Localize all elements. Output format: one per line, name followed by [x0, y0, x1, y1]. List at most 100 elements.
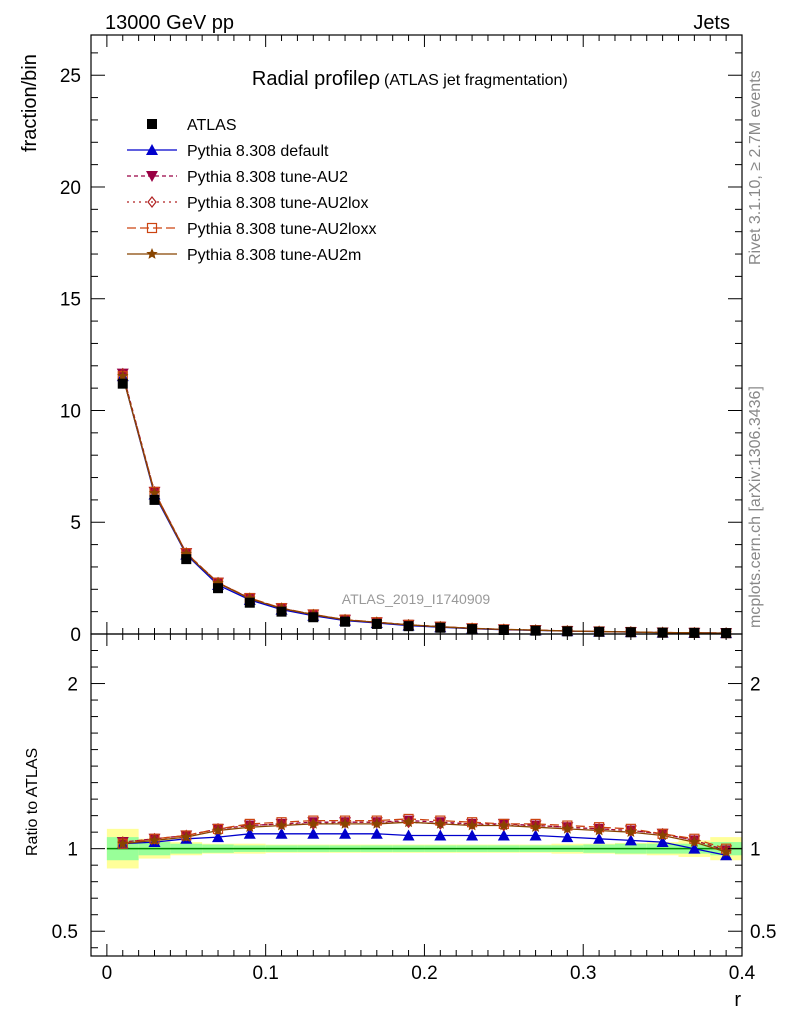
ratio-panel-frame: [90, 633, 743, 957]
legend-label-1: Pythia 8.308 default: [187, 143, 329, 160]
x-tick-label: 0.4: [729, 963, 756, 984]
legend-marker-0: [147, 119, 157, 129]
ratio-tick-label-left: 2: [67, 675, 78, 696]
legend-marker-2: [146, 171, 158, 182]
ratio-point-0: [402, 829, 415, 841]
y-tick-label: 0: [70, 625, 81, 646]
ratio-point-4: [148, 834, 161, 846]
ratio-point-2: [467, 817, 477, 830]
y-tick-label: 15: [60, 290, 81, 311]
ratio-point-0: [212, 831, 225, 843]
ratio-tick-label-left: 0.5: [52, 922, 78, 943]
ratio-point-4: [244, 821, 256, 833]
data-point: [435, 622, 446, 633]
plot-subtitle: (ATLAS jet fragmentation): [384, 72, 568, 89]
ratio-line-4: [122, 821, 727, 853]
legend-label-4: Pythia 8.308 tune-AU2loxx: [187, 221, 376, 238]
legend-marker-3: [147, 196, 157, 208]
ratio-point-4: [402, 816, 415, 828]
data-point: [244, 597, 255, 608]
ratio-line-2: [122, 821, 727, 851]
ratio-point-2: [626, 824, 636, 837]
ratio-tick-label-right: 1: [750, 840, 761, 861]
ratio-point-0: [275, 827, 288, 839]
ratio-point-0: [593, 832, 606, 844]
legend-label-0: ATLAS: [187, 117, 237, 134]
ratio-point-2: [594, 822, 604, 835]
ratio-point-0: [307, 827, 320, 839]
ratio-point-0: [497, 829, 510, 841]
ratio-point-4: [625, 826, 637, 838]
series-point-4: [117, 370, 129, 382]
ratio-point-4: [371, 817, 383, 829]
ratio-point-4: [561, 822, 574, 834]
ratio-point-4: [339, 817, 351, 829]
ratio-point-4: [720, 845, 732, 857]
ratio-point-0: [339, 827, 352, 839]
ratio-point-4: [275, 819, 288, 831]
ratio-point-4: [529, 821, 542, 833]
ratio-point-0: [370, 827, 383, 839]
ratio-point-2: [117, 836, 128, 849]
legend-marker-4: [146, 222, 158, 234]
ratio-point-4: [498, 819, 510, 831]
ratio-point-0: [656, 836, 669, 848]
data-point: [213, 583, 224, 594]
data-point: [149, 494, 160, 505]
ratio-point-4: [688, 836, 701, 847]
data-point: [181, 554, 192, 565]
ratio-point-2: [530, 819, 541, 832]
ratio-point-2: [245, 819, 255, 832]
ratio-point-4: [466, 819, 478, 831]
y-tick-label: 20: [60, 178, 81, 199]
ratio-point-0: [529, 829, 542, 841]
rivet-version-label: Rivet 3.1.10, ≥ 2.7M events: [747, 70, 764, 265]
data-point: [403, 621, 414, 632]
ratio-point-2: [689, 834, 700, 847]
ratio-point-0: [243, 827, 256, 839]
analysis-watermark: ATLAS_2019_I1740909: [342, 591, 491, 607]
ratio-point-4: [593, 824, 605, 836]
legend-label-2: Pythia 8.308 tune-AU2: [187, 169, 348, 186]
x-tick-label: 0.1: [252, 963, 278, 984]
ratio-point-2: [340, 816, 350, 829]
y-tick-label: 25: [60, 66, 81, 87]
ratio-point-4: [434, 817, 447, 829]
ratio-line-3: [122, 818, 727, 850]
ratio-point-0: [688, 842, 701, 854]
data-point: [371, 618, 382, 629]
ratio-point-0: [561, 831, 574, 843]
x-tick-label: 0: [102, 963, 113, 984]
header-left-label: 13000 GeV pp: [105, 12, 234, 34]
ratio-line-0: [122, 833, 727, 856]
ratio-point-0: [434, 829, 447, 841]
x-tick-label: 0.3: [570, 963, 596, 984]
ratio-tick-label-left: 1: [67, 840, 78, 861]
y-tick-label: 5: [70, 513, 81, 534]
data-point: [340, 616, 351, 627]
ratio-point-4: [180, 831, 192, 842]
ratio-point-4: [212, 824, 224, 836]
x-axis-label: r: [734, 989, 741, 1011]
header-right-label: Jets: [693, 12, 730, 34]
ratio-tick-label-right: 0.5: [750, 922, 776, 943]
x-tick-label: 0.2: [411, 963, 437, 984]
ratio-point-4: [307, 817, 319, 829]
ratio-point-4: [656, 829, 669, 841]
ratio-point-2: [562, 821, 573, 834]
ratio-point-2: [276, 817, 287, 830]
legend-marker-5: [146, 248, 158, 259]
ratio-point-2: [372, 816, 382, 829]
ratio-point-4: [117, 837, 129, 849]
legend-label-5: Pythia 8.308 tune-AU2m: [187, 247, 361, 264]
ratio-tick-label-right: 2: [750, 675, 761, 696]
y-axis-label: fraction/bin: [19, 54, 41, 152]
ratio-point-0: [466, 829, 479, 841]
mcplots-label: mcplots.cern.ch [arXiv:1306.3436]: [747, 386, 764, 628]
ratio-point-0: [624, 834, 637, 846]
data-point: [276, 606, 287, 617]
data-point: [308, 612, 319, 623]
legend-label-3: Pythia 8.308 tune-AU2lox: [187, 195, 368, 212]
plot-title: Radial profileρ: [252, 68, 380, 90]
